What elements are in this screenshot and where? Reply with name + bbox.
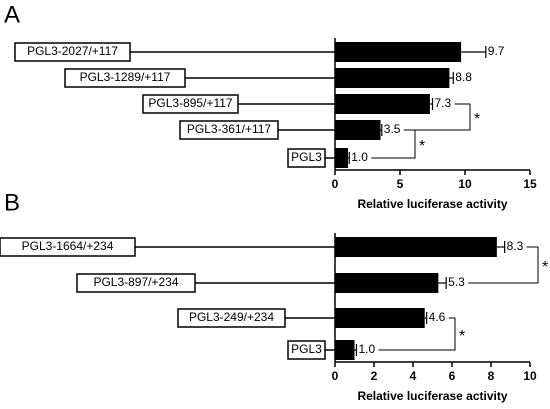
bar [335, 237, 497, 257]
significance-star: * [459, 328, 465, 345]
significance-bracket [378, 317, 456, 351]
bar [335, 42, 462, 62]
x-tick-label: 15 [523, 177, 537, 191]
significance-bracket [403, 103, 471, 131]
x-tick-label: 2 [371, 369, 378, 383]
x-tick-label: 0 [332, 177, 339, 191]
value-label: 8.3 [507, 239, 524, 253]
significance-star: * [419, 138, 425, 155]
category-label: PGL3-361/+117 [187, 122, 272, 136]
x-axis-title: Relative luciferase activity [357, 197, 507, 211]
significance-star: * [474, 111, 480, 128]
value-label: 1.0 [358, 342, 375, 356]
bar [335, 94, 430, 114]
category-label: PGL3-895/+117 [148, 96, 233, 110]
value-label: 5.3 [448, 275, 465, 289]
x-tick-label: 10 [523, 369, 537, 383]
category-label: PGL3 [291, 150, 322, 164]
category-label: PGL3-2027/+117 [27, 44, 118, 58]
x-axis-title: Relative luciferase activity [357, 389, 507, 403]
category-label: PGL3-1289/+117 [80, 70, 171, 84]
value-label: 1.0 [351, 150, 368, 164]
x-tick-label: 4 [410, 369, 417, 383]
panel-label: B [4, 189, 20, 216]
category-label: PGL3-1664/+234 [22, 239, 114, 253]
bar [335, 148, 348, 168]
bar [335, 340, 355, 360]
significance-bracket [468, 246, 539, 284]
x-tick-label: 5 [397, 177, 404, 191]
value-label: 3.5 [384, 122, 401, 136]
x-tick-label: 6 [449, 369, 456, 383]
value-label: 7.3 [435, 96, 452, 110]
x-tick-label: 8 [488, 369, 495, 383]
category-label: PGL3-249/+234 [189, 310, 274, 324]
value-label: 4.6 [429, 310, 446, 324]
category-label: PGL3-897/+234 [93, 275, 178, 289]
significance-star: * [542, 259, 548, 276]
bar [335, 273, 439, 293]
x-tick-label: 0 [332, 369, 339, 383]
bar [335, 308, 425, 328]
significance-bracket [371, 129, 416, 159]
value-label: 8.8 [455, 70, 472, 84]
bar [335, 68, 450, 88]
panel-label: A [4, 1, 20, 28]
category-label: PGL3 [291, 342, 322, 356]
bar [335, 120, 381, 140]
x-tick-label: 10 [458, 177, 472, 191]
value-label: 9.7 [488, 44, 505, 58]
